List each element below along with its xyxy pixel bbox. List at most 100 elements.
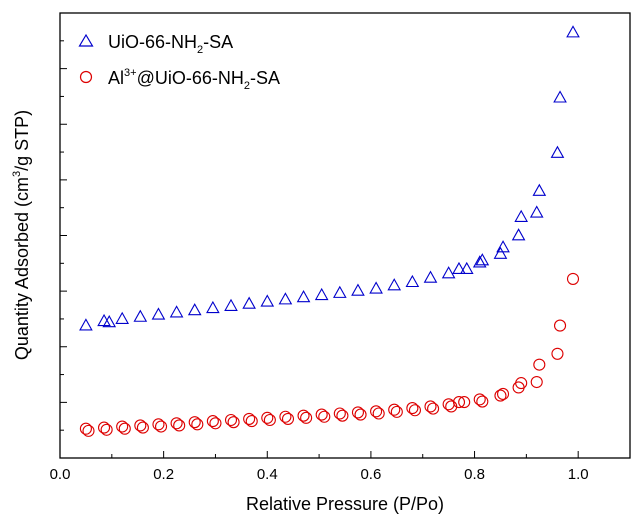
x-axis-title: Relative Pressure (P/Po) [246,494,444,514]
data-point-triangle [405,274,420,288]
legend-marker-circle [79,70,93,84]
data-point-circle [496,387,510,401]
data-point-circle [261,411,274,424]
data-point-triangle [472,255,487,268]
data-point-triangle [187,303,202,316]
data-point-circle [351,406,365,419]
data-point-circle [442,398,455,411]
data-point-circle [390,405,403,418]
y-axis-title: Quantity Adsorbed (cm3/g STP) [11,110,32,360]
data-point-triangle [351,283,365,296]
data-point-circle [173,419,186,432]
data-point-circle [424,400,437,413]
data-point-circle [281,412,295,425]
data-point-triangle [459,261,474,275]
data-point-circle [476,395,489,408]
data-point-circle [473,393,486,406]
data-point-triangle [115,311,130,324]
data-point-triangle [511,228,526,241]
data-point-triangle [133,309,148,322]
data-point-triangle [332,285,347,298]
data-point-triangle [423,270,438,283]
data-point-triangle [514,209,529,222]
data-point-circle [243,412,256,425]
data-point-circle [445,400,458,413]
data-point-circle [370,405,383,418]
legend-marker-triangle [78,33,94,47]
data-point-circle [227,416,240,429]
data-point-triangle [169,305,184,318]
data-point-circle [315,408,328,421]
data-point-circle [100,423,113,436]
data-point-circle [279,410,292,423]
data-point-circle [152,418,165,431]
legend-entry-al-uio-66-nh2-sa: Al3+@UiO-66-NH2-SA [79,67,280,92]
data-point-triangle [441,266,456,279]
data-point-circle [263,413,276,427]
x-tick-label: 0.2 [153,466,174,483]
legend-entry-uio-66-nh2-sa: UiO-66-NH2-SA [78,32,233,56]
data-point-triangle [529,205,544,218]
data-point-triangle [550,145,565,158]
data-point-triangle [493,246,508,259]
data-point-triangle [387,278,402,291]
data-point-circle [97,421,111,434]
data-point-circle [494,389,507,402]
data-point-circle [209,417,222,430]
data-point-circle [566,272,580,285]
data-point-triangle [151,307,166,320]
data-point-triangle [102,315,117,328]
data-point-circle [118,422,131,435]
data-point-circle [82,424,95,437]
data-point-triangle [532,183,547,196]
data-point-circle [300,411,313,424]
legend: UiO-66-NH2-SA Al3+@UiO-66-NH2-SA [78,32,280,92]
data-point-circle [427,402,440,415]
data-point-circle [533,358,546,371]
data-point-triangle [566,25,580,38]
data-point-triangle [242,296,256,309]
data-point-triangle [224,298,238,311]
series-layer [79,25,580,437]
data-point-circle [388,403,401,416]
data-point-triangle [278,292,293,305]
data-point-circle [206,415,219,428]
data-point-circle [406,402,419,415]
data-point-circle [354,408,367,421]
data-point-triangle [296,290,311,303]
data-point-circle [333,407,346,420]
data-point-circle [318,410,331,423]
data-point-circle [224,413,238,427]
data-point-circle [515,377,528,390]
data-point-circle [188,416,201,429]
data-point-circle [553,319,567,332]
data-point-circle [458,396,471,409]
data-point-circle [170,417,183,430]
legend-label-al-uio-66-nh2-sa: Al3+@UiO-66-NH2-SA [108,67,280,92]
data-point-circle [134,419,147,432]
data-point-triangle [553,90,567,103]
x-tick-label: 0.4 [257,466,278,483]
data-point-circle [191,418,204,431]
series-uio-66-nh2-sa [79,25,580,331]
x-tick-label: 0.6 [360,466,381,483]
data-point-triangle [79,318,93,331]
data-point-circle [452,396,466,409]
data-point-circle [245,415,258,428]
data-point-triangle [314,287,329,301]
x-tick-label: 0.0 [50,466,71,483]
data-point-circle [336,409,349,422]
data-point-circle [154,420,168,433]
data-point-circle [372,407,385,420]
y-axis-ticks [60,40,67,459]
data-point-triangle [475,253,490,266]
data-point-circle [116,420,129,433]
data-point-triangle [260,294,275,307]
data-point-triangle [369,281,383,294]
data-point-triangle [496,240,510,253]
data-point-triangle [206,300,220,314]
data-point-circle [79,422,92,435]
x-tick-label: 1.0 [568,466,589,483]
data-point-circle [297,409,310,422]
